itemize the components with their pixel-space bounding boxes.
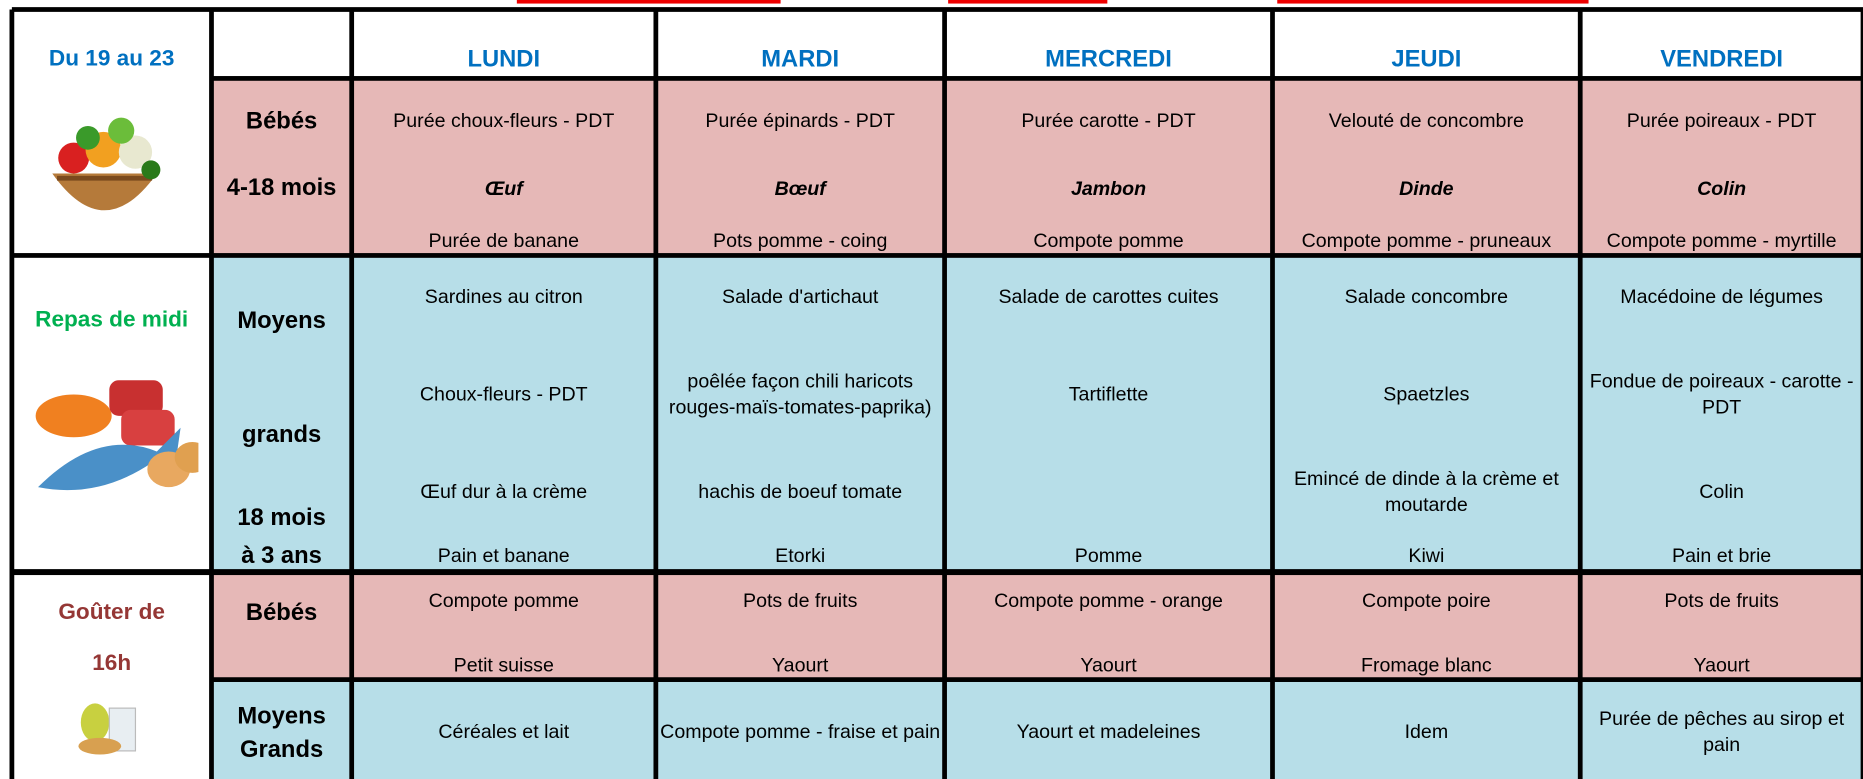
- border: [349, 9, 355, 779]
- menu-item: Purée de pêches au sirop et pain: [1598, 708, 1845, 756]
- menu-item: Yaourt: [1693, 654, 1750, 677]
- menu-item: Pots de fruits: [742, 590, 858, 612]
- menu-item: hachis de boeuf tomate: [698, 481, 903, 503]
- border: [1860, 9, 1863, 779]
- menu-item: Colin: [1697, 178, 1747, 200]
- menu-item: Choux-fleurs - PDT: [419, 383, 588, 406]
- border: [9, 9, 15, 779]
- title-underline: [516, 0, 781, 4]
- group-label: à 3 ans: [241, 542, 322, 570]
- menu-item: Velouté de concombre: [1328, 110, 1524, 132]
- menu-item: Tartiflette: [1068, 383, 1149, 406]
- menu-item: Céréales et lait: [438, 721, 570, 743]
- menu-item: Compote pomme: [428, 590, 579, 612]
- menu-item: Yaourt et madeleines: [1016, 721, 1201, 743]
- menu-item: poêlée façon chili haricots rouges-maïs-…: [668, 370, 932, 419]
- menu-item: Compote pomme - myrtille: [1606, 230, 1837, 252]
- menu-item: Pots pomme - coing: [713, 230, 888, 252]
- menu-item: Dinde: [1399, 178, 1454, 200]
- section-label: 16h: [92, 651, 132, 677]
- menu-item: Etorki: [775, 545, 826, 567]
- group-label: Bébés: [245, 108, 318, 135]
- week-label: Du 19 au 23: [48, 46, 175, 72]
- day-header: LUNDI: [467, 46, 541, 73]
- snack-image: [78, 703, 137, 755]
- basket-image: [52, 117, 161, 211]
- group-label: Bébés: [245, 600, 318, 627]
- menu-item: Compote pomme - orange: [994, 590, 1223, 612]
- menu-item: Fondue de poireaux - carotte - PDT: [1589, 370, 1854, 419]
- menu-item: Purée choux-fleurs - PDT: [393, 110, 615, 132]
- border: [11, 253, 1863, 258]
- menu-item: Spaetzles: [1383, 383, 1470, 406]
- cell-bg: [211, 78, 1863, 256]
- menu-item: Sardines au citron: [424, 286, 583, 308]
- border: [11, 7, 1863, 12]
- menu-item: Emincé de dinde à la crème et moutarde: [1293, 468, 1559, 516]
- menu-item: Salade d'artichaut: [722, 286, 879, 308]
- border: [942, 9, 947, 779]
- day-header: MERCREDI: [1045, 46, 1172, 73]
- menu-item: Salade concombre: [1344, 286, 1509, 308]
- menu-item: Idem: [1404, 721, 1449, 743]
- menu-item: Pain et brie: [1672, 545, 1772, 567]
- border: [209, 9, 214, 779]
- menu-item: Yaourt: [1080, 654, 1137, 677]
- menu-item: Kiwi: [1408, 545, 1445, 567]
- title-underline: [948, 0, 1108, 4]
- cell-bg: [211, 679, 1863, 779]
- group-label: 4-18 mois: [226, 174, 337, 201]
- group-label: 18 mois: [237, 504, 326, 532]
- menu-item: Purée carotte - PDT: [1021, 110, 1196, 132]
- border: [653, 9, 659, 779]
- menu-item: Bœuf: [774, 178, 826, 200]
- menu-item: Compote pomme - pruneaux: [1301, 230, 1552, 252]
- menu-item: Salade de carottes cuites: [998, 286, 1219, 308]
- menu-item: Macédoine de légumes: [1620, 286, 1823, 308]
- border: [1270, 9, 1275, 779]
- border: [11, 569, 1863, 576]
- group-label: grands: [241, 421, 322, 448]
- cell-bg: [211, 255, 1863, 572]
- menu-item: Œuf dur à la crème: [420, 481, 588, 503]
- menu-item: Compote pomme - fraise et pain: [660, 721, 941, 743]
- menu-item: Petit suisse: [453, 654, 554, 677]
- menu-item: Purée poireaux - PDT: [1626, 110, 1817, 132]
- menu-item: Pots de fruits: [1664, 590, 1779, 612]
- menu-item: Pain et banane: [437, 545, 570, 567]
- menu-item: Fromage blanc: [1360, 654, 1492, 677]
- menu-item: Compote pomme: [1033, 230, 1184, 252]
- border: [1577, 9, 1583, 779]
- menu-item: Compote poire: [1362, 590, 1491, 612]
- day-header: VENDREDI: [1660, 46, 1784, 73]
- menu-item: Jambon: [1070, 178, 1147, 200]
- menu-item: Yaourt: [772, 654, 829, 677]
- menu-item: Colin: [1699, 481, 1744, 503]
- group-label: Moyens: [237, 307, 326, 334]
- section-label: Goûter de: [58, 600, 165, 625]
- title-underline: [1277, 0, 1589, 4]
- group-label: Moyens: [237, 703, 326, 730]
- border: [211, 76, 1863, 81]
- day-header: JEUDI: [1391, 46, 1462, 73]
- menu-item: Œuf: [484, 178, 523, 200]
- group-label: Grands: [239, 736, 324, 763]
- section-label: Repas de midi: [35, 307, 189, 333]
- menu-item: Pomme: [1074, 545, 1143, 567]
- day-header: MARDI: [761, 46, 840, 73]
- menu-item: Purée épinards - PDT: [705, 110, 896, 132]
- food-image: [35, 380, 199, 491]
- border: [211, 677, 1863, 682]
- cell-bg: [211, 571, 1863, 680]
- menu-item: Purée de banane: [428, 230, 579, 252]
